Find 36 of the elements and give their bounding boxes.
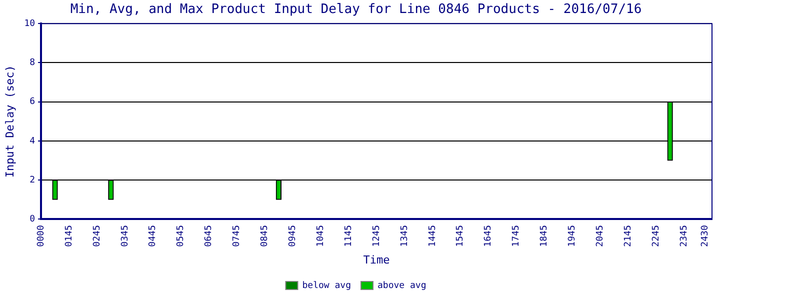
- x-tick-label: 1545: [456, 225, 466, 247]
- x-tick-label: 1945: [568, 225, 578, 247]
- y-tick-label: 8: [30, 58, 36, 68]
- x-tick-label: 2430: [700, 225, 710, 247]
- x-tick-label: 0245: [92, 225, 102, 247]
- x-tick-label: 2245: [651, 225, 662, 247]
- x-tick-label: 0145: [64, 225, 74, 247]
- x-tick-label: 1445: [428, 225, 438, 247]
- x-tick-label: 0345: [120, 225, 130, 247]
- legend-label: above avg: [378, 280, 426, 291]
- x-tick-label: 2345: [679, 225, 690, 247]
- legend-label: below avg: [302, 280, 352, 291]
- x-tick-label: 0745: [232, 225, 242, 247]
- x-tick-label: 0845: [260, 225, 270, 247]
- x-tick-label: 0445: [148, 225, 158, 247]
- y-tick-label: 10: [24, 18, 36, 29]
- x-tick-label: 1745: [512, 225, 522, 247]
- chart-title: Min, Avg, and Max Product Input Delay for Line 0846 Products - 2016/07/16: [70, 2, 642, 18]
- x-tick-label: 0945: [288, 225, 298, 247]
- y-tick-label: 0: [30, 214, 36, 224]
- y-tick-label: 2: [30, 175, 36, 186]
- x-tick-label: 1645: [484, 225, 494, 247]
- y-axis-title: Input Delay (sec): [3, 65, 16, 178]
- x-tick-label: 2045: [596, 225, 606, 247]
- x-tick-label: 0545: [176, 225, 186, 247]
- x-tick-label: 2145: [623, 225, 634, 247]
- x-tick-label: 0000: [36, 225, 46, 247]
- x-tick-label: 0645: [204, 225, 214, 247]
- y-tick-label: 6: [30, 97, 36, 108]
- x-tick-label: 1145: [344, 225, 354, 247]
- x-axis-title: Time: [363, 253, 390, 266]
- x-tick-label: 1345: [400, 225, 410, 247]
- x-tick-label: 1045: [316, 225, 326, 247]
- x-tick-label: 1845: [540, 225, 550, 247]
- y-tick-label: 4: [30, 136, 36, 146]
- x-tick-label: 1245: [372, 225, 382, 247]
